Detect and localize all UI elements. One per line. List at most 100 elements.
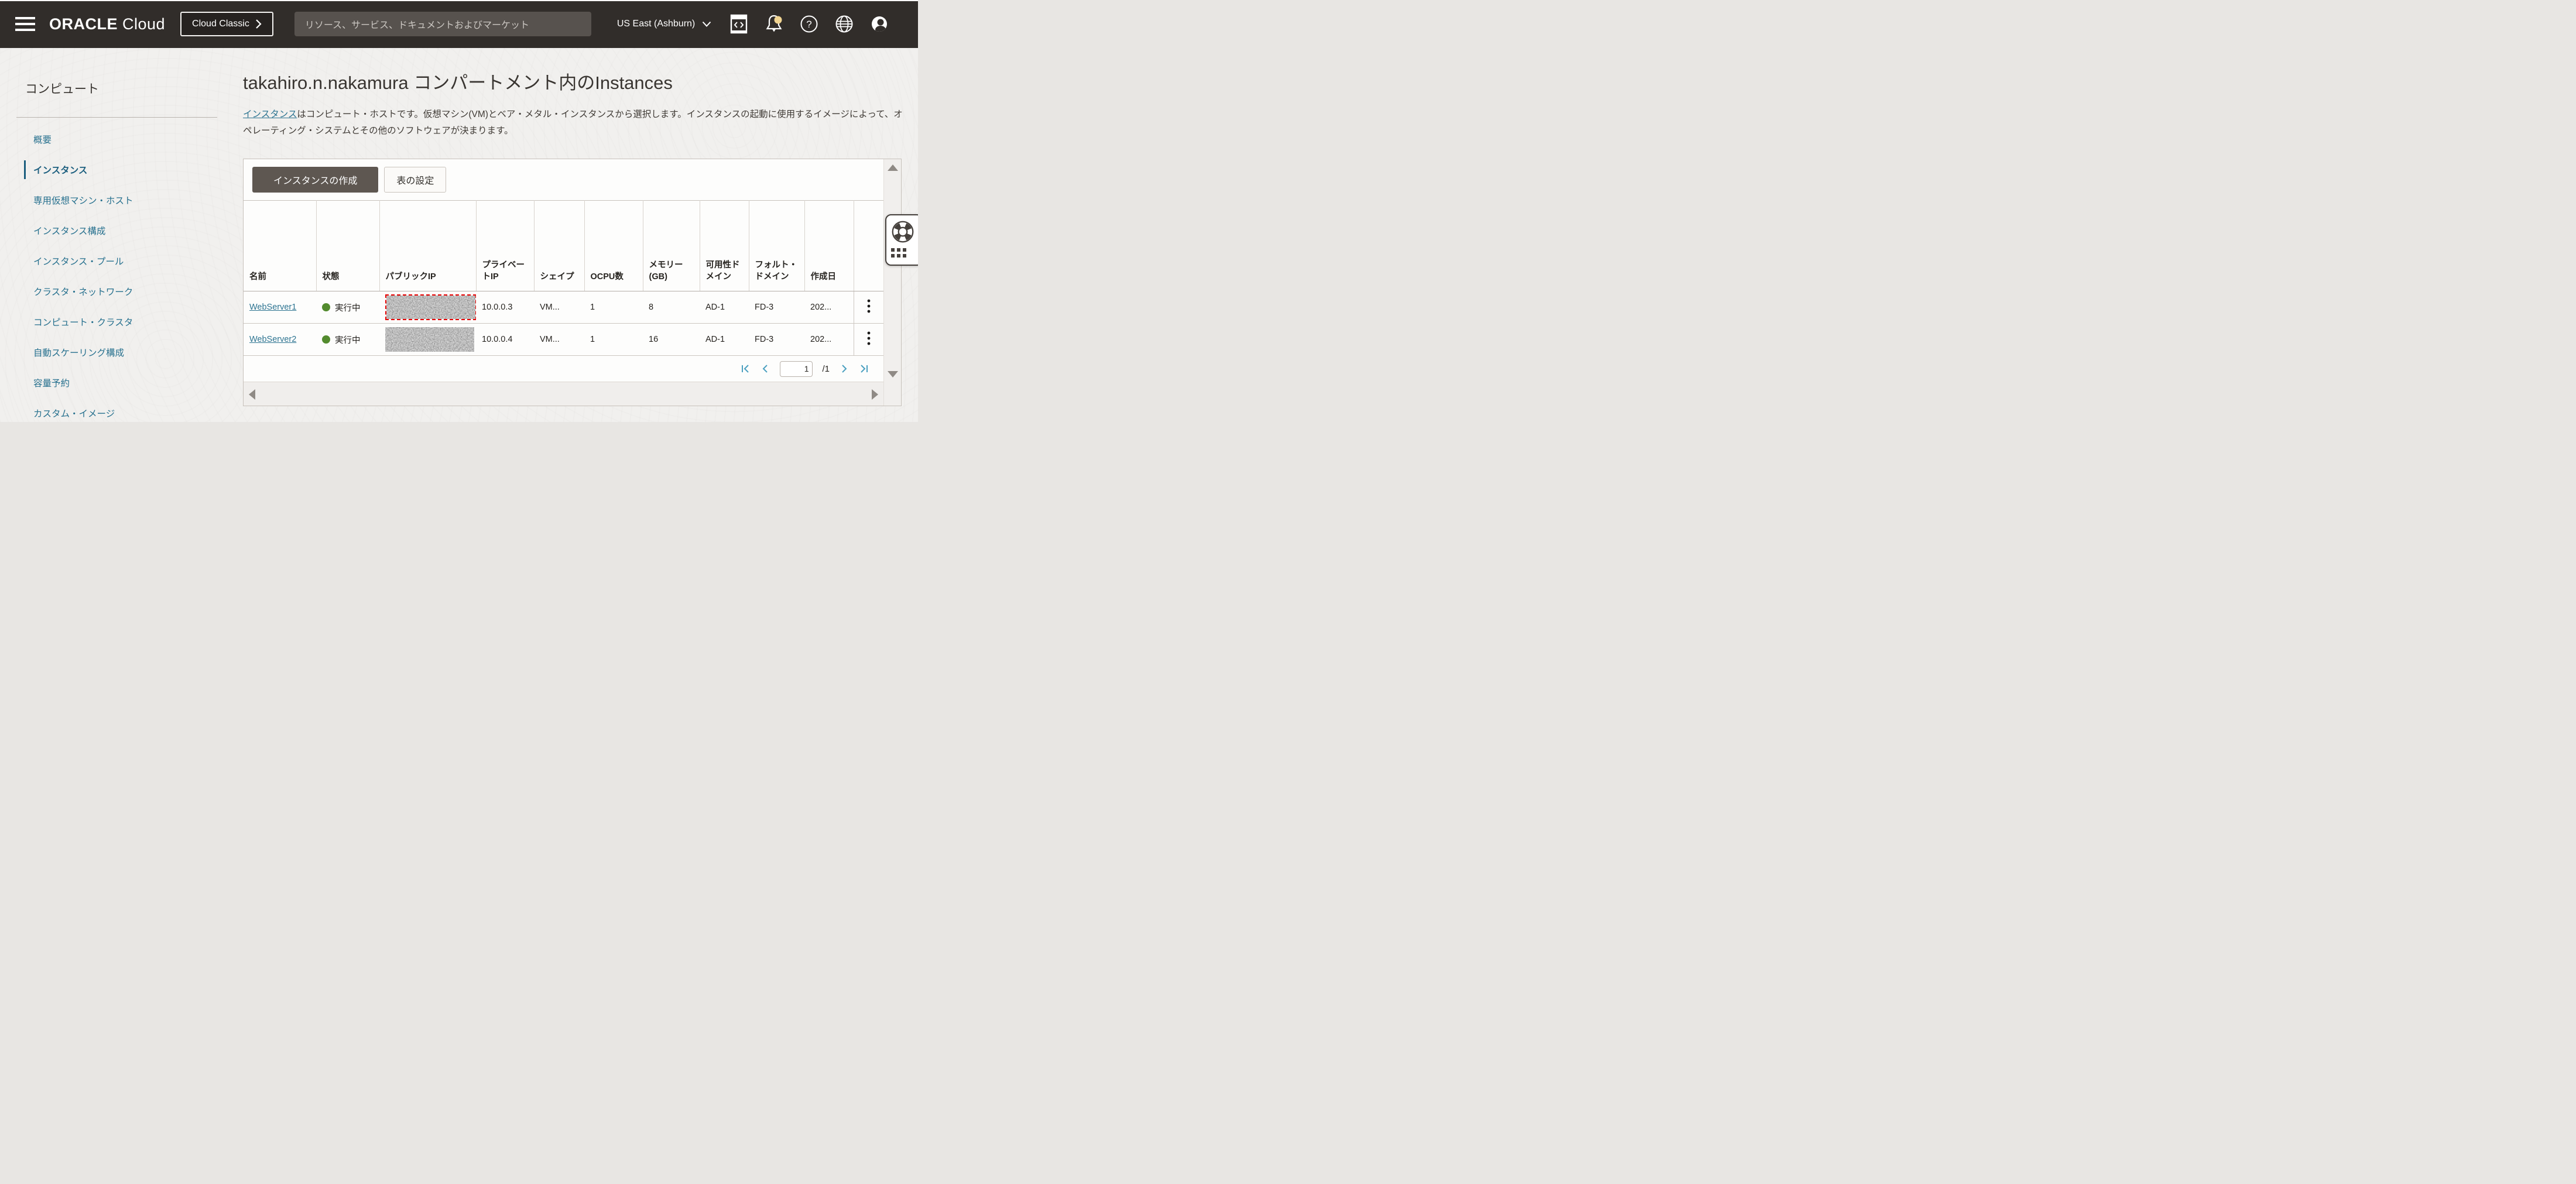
public-ip-redacted-selected — [385, 294, 476, 320]
search-placeholder: リソース、サービス、ドキュメントおよびマーケット — [304, 20, 530, 30]
sidebar-item-instance-pools[interactable]: インスタンス・プール — [33, 257, 124, 267]
brand-cloud: Cloud — [122, 15, 166, 33]
notifications-bell-icon[interactable] — [764, 14, 784, 34]
column-header-fault-domain[interactable]: フォルト・ドメイン — [749, 200, 805, 291]
sidebar-item-overview[interactable]: 概要 — [33, 135, 52, 145]
row-actions-kebab-icon[interactable] — [853, 291, 883, 324]
created-cell: 202... — [804, 323, 854, 356]
sidebar-compute-nav: コンピュート 概要 インスタンス 専用仮想マシン・ホスト インスタンス構成 イン… — [0, 48, 240, 422]
column-header-ocpu[interactable]: OCPU数 — [584, 200, 643, 291]
page-title: takahiro.n.nakamura コンパートメント内のInstances — [243, 73, 673, 93]
column-header-private-ip[interactable]: プライベートIP — [476, 200, 535, 291]
sidebar-title: コンピュート — [25, 83, 99, 96]
scroll-right-icon[interactable] — [872, 389, 878, 400]
ad-cell: AD-1 — [700, 323, 749, 356]
shape-cell: VM... — [534, 323, 584, 356]
column-header-memory[interactable]: メモリー(GB) — [643, 200, 700, 291]
instances-table: 名前 状態 パブリックIP プライベートIP シェイプ OCPU数 メモリー(G… — [244, 200, 883, 356]
scroll-down-icon[interactable] — [888, 371, 898, 377]
last-page-icon[interactable] — [859, 363, 869, 374]
svg-text:?: ? — [807, 19, 812, 30]
brand-oracle: ORACLE — [49, 15, 118, 33]
horizontal-scrollbar[interactable] — [244, 382, 883, 406]
page-number-input[interactable] — [780, 361, 813, 377]
create-instance-button[interactable]: インスタンスの作成 — [252, 167, 379, 193]
sidebar-item-custom-images[interactable]: カスタム・イメージ — [33, 409, 115, 419]
instances-table-panel: インスタンスの作成 表の設定 名前 状態 パブリックIP プライベートIP シェ… — [243, 159, 902, 406]
sidebar-item-compute-clusters[interactable]: コンピュート・クラスタ — [33, 318, 133, 328]
sidebar-divider — [16, 117, 217, 118]
instance-link[interactable]: WebServer1 — [249, 303, 297, 312]
lifebuoy-help-icon[interactable] — [891, 220, 914, 243]
ad-cell: AD-1 — [700, 291, 749, 324]
status-label: 実行中 — [335, 335, 361, 345]
page-description-text: はコンピュート・ホストです。仮想マシン(VM)とベア・メタル・インスタンスから選… — [243, 109, 903, 136]
memory-cell: 8 — [643, 291, 700, 324]
scroll-left-icon[interactable] — [249, 389, 255, 400]
oci-console: ORACLE Cloud Cloud Classic リソース、サービス、ドキュメ… — [0, 0, 918, 422]
oracle-cloud-logo[interactable]: ORACLE Cloud — [49, 15, 165, 33]
column-header-actions — [854, 200, 883, 291]
status-running-dot — [322, 303, 330, 311]
sidebar-item-instances[interactable]: インスタンス — [0, 155, 240, 185]
vertical-scrollbar[interactable] — [883, 159, 901, 406]
instances-doc-link[interactable]: インスタンス — [243, 109, 297, 119]
help-icon[interactable]: ? — [799, 14, 819, 34]
table-row: WebServer2 実行中 10.0.0.4 VM... 1 16 AD-1 … — [244, 323, 883, 356]
cloud-shell-icon[interactable] — [729, 14, 749, 34]
app-grid-icon[interactable] — [891, 248, 906, 258]
column-header-status[interactable]: 状態 — [316, 200, 380, 291]
cloud-classic-button[interactable]: Cloud Classic — [180, 12, 273, 36]
fd-cell: FD-3 — [749, 291, 804, 324]
shape-cell: VM... — [534, 291, 584, 324]
sidebar-item-capacity-reservations[interactable]: 容量予約 — [33, 379, 70, 389]
column-header-created[interactable]: 作成日 — [804, 200, 854, 291]
sidebar-item-instance-configurations[interactable]: インスタンス構成 — [33, 226, 106, 236]
status-label: 実行中 — [335, 303, 361, 313]
chevron-down-icon — [703, 21, 711, 27]
table-header-row: 名前 状態 パブリックIP プライベートIP シェイプ OCPU数 メモリー(G… — [244, 200, 883, 291]
column-header-availability-domain[interactable]: 可用性ドメイン — [700, 200, 749, 291]
ocpu-cell: 1 — [584, 323, 643, 356]
topbar-icon-group: ? — [729, 14, 889, 34]
instance-link[interactable]: WebServer2 — [249, 335, 297, 344]
page-total-label: /1 — [822, 363, 830, 374]
region-selector[interactable]: US East (Ashburn) — [617, 19, 711, 29]
cloud-classic-label: Cloud Classic — [192, 19, 249, 29]
window-top-edge — [0, 0, 918, 1]
table-settings-button[interactable]: 表の設定 — [384, 167, 447, 193]
previous-page-icon[interactable] — [760, 363, 770, 374]
search-input[interactable]: リソース、サービス、ドキュメントおよびマーケット — [294, 12, 591, 36]
first-page-icon[interactable] — [740, 363, 751, 374]
profile-avatar-icon[interactable] — [869, 14, 889, 34]
ocpu-cell: 1 — [584, 291, 643, 324]
top-navigation-bar: ORACLE Cloud Cloud Classic リソース、サービス、ドキュメ… — [0, 0, 918, 48]
language-globe-icon[interactable] — [834, 14, 854, 34]
next-page-icon[interactable] — [839, 363, 849, 374]
row-actions-kebab-icon[interactable] — [853, 323, 883, 356]
column-header-name[interactable]: 名前 — [244, 200, 317, 291]
private-ip-cell: 10.0.0.4 — [476, 323, 534, 356]
sidebar-nav-list: 概要 インスタンス 専用仮想マシン・ホスト インスタンス構成 インスタンス・プー… — [0, 124, 240, 422]
status-running-dot — [322, 335, 330, 344]
pagination-bar: /1 — [244, 356, 883, 382]
table-toolbar: インスタンスの作成 表の設定 — [244, 159, 883, 200]
private-ip-cell: 10.0.0.3 — [476, 291, 534, 324]
floating-help-widget — [885, 214, 918, 266]
page-description: インスタンスはコンピュート・ホストです。仮想マシン(VM)とベア・メタル・インス… — [243, 107, 906, 139]
sidebar-item-dedicated-vm-hosts[interactable]: 専用仮想マシン・ホスト — [33, 196, 133, 206]
column-header-shape[interactable]: シェイプ — [534, 200, 585, 291]
created-cell: 202... — [804, 291, 854, 324]
region-label: US East (Ashburn) — [616, 19, 696, 29]
scroll-up-icon[interactable] — [888, 164, 898, 171]
sidebar-item-autoscaling-configurations[interactable]: 自動スケーリング構成 — [33, 348, 125, 358]
sidebar-item-cluster-networks[interactable]: クラスタ・ネットワーク — [33, 287, 133, 297]
notification-dot — [774, 16, 782, 24]
fd-cell: FD-3 — [749, 323, 804, 356]
hamburger-menu-icon[interactable] — [15, 17, 35, 31]
public-ip-redacted — [385, 327, 474, 352]
memory-cell: 16 — [643, 323, 700, 356]
column-header-public-ip[interactable]: パブリックIP — [379, 200, 477, 291]
chevron-right-icon — [256, 19, 262, 29]
table-row: WebServer1 実行中 10.0.0.3 VM... 1 8 AD-1 F… — [244, 291, 883, 324]
